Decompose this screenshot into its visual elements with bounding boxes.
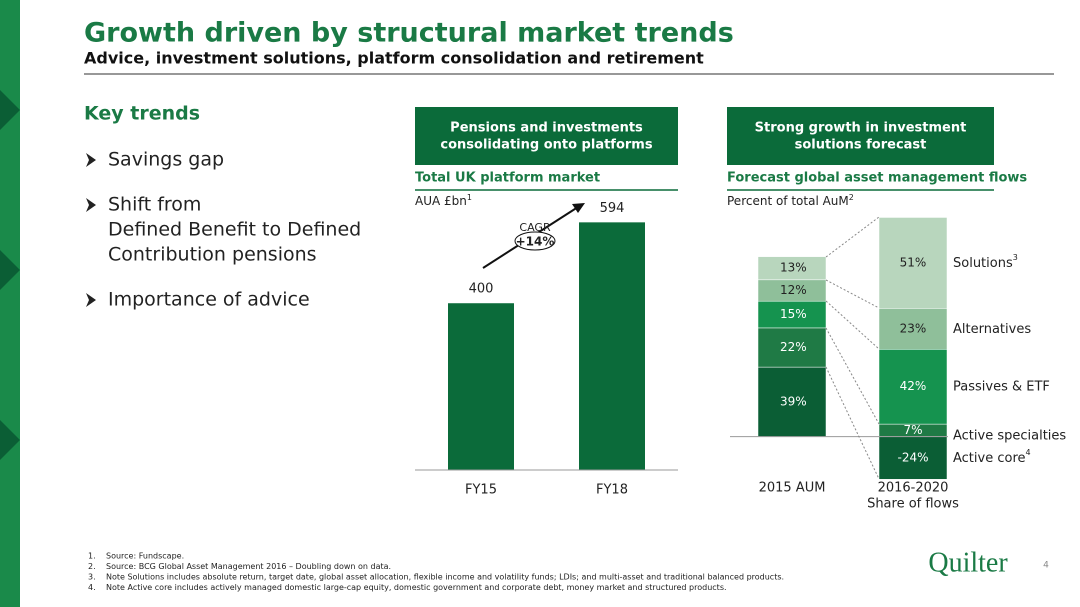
x-tick-label: 2016-2020 (878, 481, 949, 496)
ylabel: AUA £bn (415, 194, 467, 208)
segment-name: Solutions3 (953, 252, 1018, 270)
segment-name: Active core4 (953, 447, 1031, 465)
chart-title: Total UK platform market (415, 171, 600, 186)
segment (878, 436, 948, 480)
footnote-number: 1. (88, 552, 96, 561)
name: Passives & ETF (953, 379, 1050, 394)
footnote-text: Note Solutions includes absolute return,… (106, 573, 784, 582)
logo: Quilter (928, 547, 1008, 578)
ylabel-note: 2 (849, 193, 854, 202)
bar (448, 303, 514, 470)
y-axis-label: Percent of total AuM2 (727, 193, 854, 208)
bullet-arrow (86, 293, 96, 307)
value-label: 39% (780, 394, 807, 408)
segment-name: Active specialties (953, 428, 1066, 443)
connector (825, 279, 880, 309)
cagr-label: CAGR (519, 221, 551, 234)
value-label: 400 (469, 282, 494, 297)
value-label: 594 (600, 201, 625, 216)
value-label: 42% (900, 379, 927, 393)
segment (878, 217, 948, 309)
trend-text: Savings gap (108, 149, 224, 171)
connector (825, 216, 880, 258)
segment (878, 308, 948, 350)
x-tick-label: FY15 (465, 483, 497, 498)
trend-text: Defined Benefit to Defined (108, 219, 361, 241)
ylabel-note: 1 (467, 193, 472, 202)
cagr-value: +14% (516, 235, 555, 249)
value-label: 13% (780, 261, 807, 275)
value-label: 12% (780, 283, 807, 297)
segment (757, 327, 827, 368)
value-label: -24% (897, 450, 928, 464)
x-tick-label: Share of flows (867, 497, 959, 512)
footnote-number: 4. (88, 583, 96, 592)
value-label: 22% (780, 340, 807, 354)
connector (825, 366, 880, 480)
banner (727, 107, 994, 165)
footnote-text: Source: Fundscape. (106, 552, 184, 561)
banner (415, 107, 678, 165)
cagr-arrowhead (572, 203, 585, 213)
ylabel: Percent of total AuM (727, 194, 849, 208)
note: 3 (1013, 252, 1018, 261)
bullet-arrow (86, 198, 96, 212)
side-stripe (0, 0, 20, 607)
banner-text: Pensions and investments (450, 121, 643, 136)
x-tick-label: 2015 AUM (759, 481, 826, 496)
banner-text: Strong growth in investment (755, 121, 967, 136)
footnote-text: Source: BCG Global Asset Management 2016… (106, 562, 391, 571)
segment-name: Alternatives (953, 321, 1031, 336)
name: Solutions (953, 255, 1013, 270)
value-label: 51% (900, 255, 927, 269)
value-label: 23% (900, 321, 927, 335)
value-label: 15% (780, 307, 807, 321)
footnote-number: 3. (88, 573, 96, 582)
trend-text: Importance of advice (108, 289, 310, 311)
title: Growth driven by structural market trend… (84, 18, 734, 49)
segment-name: Passives & ETF (953, 379, 1050, 394)
note: 4 (1026, 447, 1031, 456)
value-label: 7% (903, 423, 922, 437)
y-axis-label: AUA £bn1 (415, 193, 472, 208)
name: Active core (953, 450, 1026, 465)
trend-text: Contribution pensions (108, 244, 317, 266)
footnote-number: 2. (88, 562, 96, 571)
bar (579, 222, 645, 470)
segment (878, 349, 948, 425)
name: Alternatives (953, 321, 1031, 336)
x-tick-label: FY18 (596, 483, 628, 498)
subtitle: Advice, investment solutions, platform c… (84, 49, 704, 68)
chart-title: Forecast global asset management flows (727, 171, 1027, 186)
trend-text: Shift from (108, 194, 201, 216)
key-trends-heading: Key trends (84, 103, 200, 125)
page-number: 4 (1043, 561, 1049, 571)
banner-text: consolidating onto platforms (440, 138, 652, 153)
footnote-text: Note Active core includes actively manag… (106, 583, 727, 592)
segment (757, 300, 827, 329)
connector (825, 300, 880, 350)
name: Active specialties (953, 428, 1066, 443)
side-pattern (0, 90, 20, 460)
cagr-ellipse (514, 231, 556, 251)
bullet-arrow (86, 153, 96, 167)
segment (757, 256, 827, 281)
banner-text: solutions forecast (795, 138, 927, 153)
